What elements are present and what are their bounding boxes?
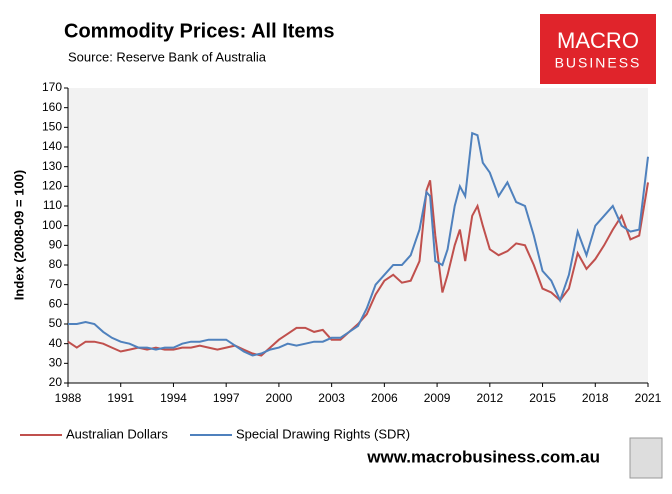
plot-area: [68, 88, 648, 383]
y-tick-label: 20: [49, 375, 63, 389]
y-tick-label: 60: [49, 297, 63, 311]
y-tick-label: 140: [42, 139, 62, 153]
x-tick-label: 2006: [371, 391, 398, 405]
y-tick-label: 110: [43, 198, 62, 212]
url: www.macrobusiness.com.au: [366, 447, 600, 466]
x-tick-label: 1991: [107, 391, 134, 405]
x-tick-label: 2018: [582, 391, 609, 405]
logo-box: [540, 14, 656, 84]
y-tick-label: 70: [49, 277, 63, 291]
y-tick-label: 170: [42, 80, 62, 94]
x-tick-label: 2009: [424, 391, 451, 405]
legend-label: Australian Dollars: [66, 426, 168, 441]
series-line: [67, 180, 649, 357]
x-tick-label: 2021: [635, 391, 662, 405]
x-tick-label: 1988: [55, 391, 82, 405]
y-tick-label: 150: [42, 120, 62, 134]
logo-text: MACRO: [557, 28, 639, 53]
legend-label: Special Drawing Rights (SDR): [236, 426, 410, 441]
y-tick-label: 130: [42, 159, 62, 173]
series-line: [68, 131, 649, 357]
y-tick-label: 100: [42, 218, 62, 232]
y-tick-label: 40: [49, 336, 63, 350]
logo-icon: [629, 437, 663, 479]
chart-title: Commodity Prices: All Items: [64, 20, 334, 42]
y-tick-label: 30: [49, 356, 63, 370]
x-tick-label: 2012: [476, 391, 503, 405]
x-tick-label: 2015: [529, 391, 556, 405]
y-tick-label: 120: [42, 179, 62, 193]
logo-text: BUSINESS: [555, 55, 642, 71]
x-tick-label: 1997: [213, 391, 240, 405]
y-tick-label: 90: [49, 238, 63, 252]
x-tick-label: 1994: [160, 391, 187, 405]
y-tick-label: 50: [49, 316, 63, 330]
x-tick-label: 2003: [318, 391, 345, 405]
chart-subtitle: Source: Reserve Bank of Australia: [68, 49, 267, 64]
y-tick-label: 80: [49, 257, 63, 271]
y-tick-label: 160: [42, 100, 62, 114]
y-axis-label: Index (2008-09 = 100): [11, 170, 26, 300]
x-tick-label: 2000: [266, 391, 293, 405]
